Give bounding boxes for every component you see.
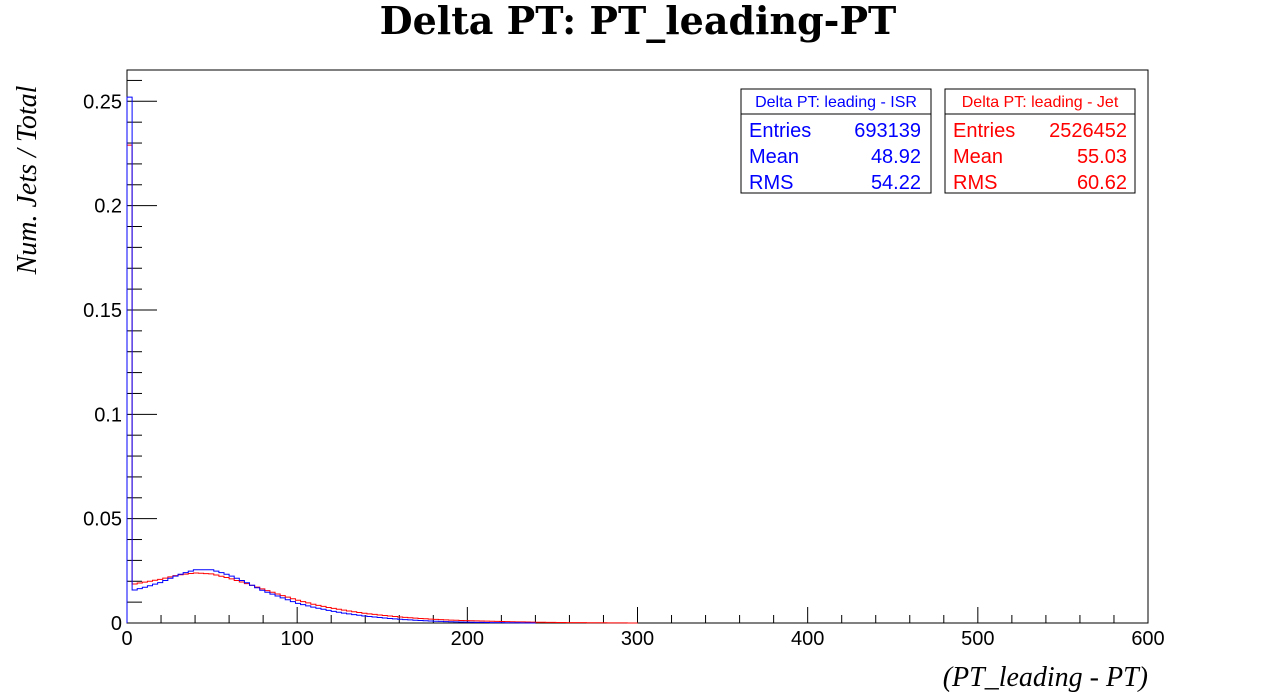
stats-isr-mean-label: Mean	[749, 146, 799, 168]
stats-box-isr: Delta PT: leading - ISR Entries 693139 M…	[740, 88, 932, 194]
stats-jet-rms-value: 60.62	[1077, 172, 1127, 194]
x-tick-label: 400	[791, 628, 824, 650]
series-layer	[126, 96, 638, 624]
stats-box-jet: Delta PT: leading - Jet Entries 2526452 …	[944, 88, 1136, 194]
stats-box-jet-title: Delta PT: leading - Jet	[962, 94, 1119, 111]
axis-ticks: 0 100 200 300 400 500 600 0 0.05 0.1 0.15 0.2 0.25	[83, 79, 1165, 650]
y-tick-label: 0.2	[94, 196, 122, 218]
y-tick-label: 0.05	[83, 509, 122, 531]
stats-jet-rms-label: RMS	[953, 172, 997, 194]
series-isr-line	[126, 96, 536, 624]
x-tick-label: 200	[451, 628, 484, 650]
y-tick-label: 0	[111, 613, 122, 635]
stats-jet-entries-label: Entries	[953, 120, 1015, 142]
x-tick-label: 300	[621, 628, 654, 650]
y-tick-label: 0.1	[94, 404, 122, 426]
stats-jet-mean-label: Mean	[953, 146, 1003, 168]
stats-isr-entries-value: 693139	[854, 120, 921, 142]
x-axis-title: (PT_leading - PT)	[943, 662, 1148, 692]
x-tick-label: 600	[1131, 628, 1164, 650]
stats-box-isr-title: Delta PT: leading - ISR	[755, 94, 917, 111]
chart-title: Delta PT: PT_leading-PT	[380, 0, 897, 43]
y-axis-title: Num. Jets / Total	[12, 85, 43, 275]
x-tick-label: 500	[961, 628, 994, 650]
x-tick-label: 0	[121, 628, 132, 650]
stats-isr-rms-value: 54.22	[871, 172, 921, 194]
y-tick-label: 0.15	[83, 300, 122, 322]
stats-jet-mean-value: 55.03	[1077, 146, 1127, 168]
x-tick-label: 100	[280, 628, 313, 650]
stats-isr-rms-label: RMS	[749, 172, 793, 194]
stats-jet-entries-value: 2526452	[1049, 120, 1127, 142]
stats-isr-mean-value: 48.92	[871, 146, 921, 168]
y-tick-label: 0.25	[83, 91, 122, 113]
stats-isr-entries-label: Entries	[749, 120, 811, 142]
series-jet-line	[126, 144, 638, 624]
